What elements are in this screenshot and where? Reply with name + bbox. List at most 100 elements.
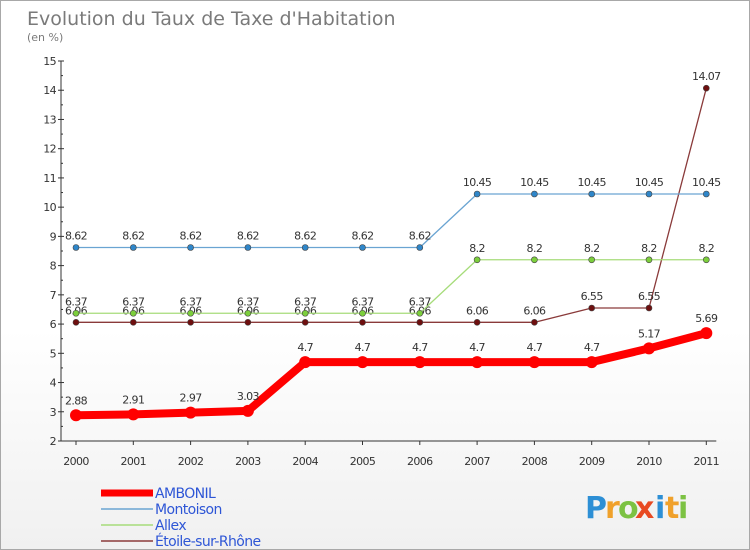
data-point [531, 256, 538, 264]
data-label: 6.37 [180, 295, 203, 308]
series-2: 6.37 6.37 6.37 6.37 6.37 6.37 6.37 8.2 8.2 8.2 8.2… [65, 242, 715, 317]
y-tick-label: 15 [43, 55, 56, 68]
data-point [528, 356, 541, 369]
x-tick-label: 2007 [464, 455, 490, 468]
data-point [356, 356, 369, 369]
data-point [72, 309, 80, 317]
y-tick-label: 10 [43, 201, 56, 214]
data-label: 8.2 [641, 242, 657, 255]
data-label: 8.62 [122, 229, 144, 242]
data-point [473, 256, 481, 264]
logo-letter: i [655, 491, 665, 526]
x-tick-label: 2005 [350, 455, 376, 468]
data-point [130, 319, 137, 326]
data-label: 6.37 [122, 295, 145, 308]
data-label: 4.7 [469, 341, 485, 354]
legend-label: Étoile-sur-Rhône [155, 533, 260, 549]
data-label: 6.37 [351, 295, 374, 308]
logo-letter: P [585, 491, 607, 526]
data-point [301, 309, 309, 317]
series-1: 8.62 8.62 8.62 8.62 8.62 8.62 8.62 10.45 10.45 10… [65, 176, 722, 251]
data-point [301, 319, 309, 326]
x-tick-label: 2011 [693, 455, 719, 468]
data-point [244, 319, 252, 326]
y-tick-label: 13 [43, 113, 56, 126]
data-point [416, 309, 424, 317]
y-tick-label: 11 [43, 172, 56, 185]
data-label: 8.62 [237, 229, 259, 242]
data-point [473, 190, 481, 198]
data-label: 8.2 [584, 242, 600, 255]
chart-title: Evolution du Taux de Taxe d'Habitation [27, 8, 396, 30]
axes: 2 3 4 5 6 7 8 9 10 11 12 13 14 15 2000 2001 2002 2003 2004… [43, 55, 720, 468]
legend-label: Allex [155, 518, 186, 534]
data-point [702, 84, 710, 92]
data-point [244, 244, 252, 251]
data-label: 2.97 [180, 392, 203, 405]
plot-area: 6.066.066.066.066.066.066.066.066.066.55… [65, 70, 722, 422]
x-tick-label: 2006 [407, 455, 433, 468]
data-point [413, 356, 426, 369]
x-tick-label: 2004 [292, 455, 318, 468]
y-tick-label: 12 [43, 143, 56, 156]
x-tick-label: 2003 [235, 455, 261, 468]
data-label: 8.2 [698, 242, 714, 255]
data-point [473, 319, 481, 326]
data-label: 10.45 [635, 176, 664, 189]
data-point [127, 408, 140, 421]
logo-letter: x [635, 491, 654, 526]
data-label: 4.7 [527, 341, 543, 354]
data-label: 4.7 [584, 341, 600, 354]
series-line [75, 193, 707, 249]
y-tick-label: 7 [50, 289, 57, 302]
y-tick-label: 6 [50, 318, 57, 331]
data-point [531, 190, 538, 198]
y-tick-label: 9 [50, 230, 57, 243]
data-label: 10.45 [577, 176, 606, 189]
data-point [130, 244, 137, 251]
data-point [702, 256, 710, 264]
data-label: 10.45 [520, 176, 549, 189]
data-point [359, 319, 366, 326]
chart-subtitle: (en %) [27, 31, 63, 44]
data-label: 4.7 [297, 341, 313, 354]
data-label: 10.45 [692, 176, 721, 189]
data-point [416, 319, 424, 326]
logo-letter: i [678, 491, 688, 526]
data-point [700, 327, 713, 340]
data-label: 5.69 [695, 312, 718, 325]
data-point [585, 356, 598, 369]
data-point [187, 319, 194, 326]
data-label: 6.37 [409, 295, 432, 308]
data-point [301, 244, 309, 251]
data-label: 6.55 [581, 290, 604, 303]
logo-letter: r [605, 491, 620, 526]
data-point [187, 309, 194, 317]
data-point [531, 319, 538, 326]
x-tick-label: 2002 [178, 455, 204, 468]
data-point [130, 309, 137, 317]
y-tick-label: 4 [50, 377, 57, 390]
data-point [359, 244, 366, 251]
data-point [588, 190, 596, 198]
y-tick-label: 2 [50, 435, 56, 448]
data-point [416, 244, 424, 251]
legend-label: Montoison [155, 502, 222, 518]
x-tick-label: 2000 [63, 455, 89, 468]
data-label: 10.45 [463, 176, 492, 189]
data-label: 6.37 [65, 295, 88, 308]
data-point [359, 309, 366, 317]
data-label: 6.37 [294, 295, 317, 308]
data-label: 5.17 [638, 327, 661, 340]
data-label: 6.37 [237, 295, 260, 308]
data-point [244, 309, 252, 317]
data-label: 8.2 [469, 242, 485, 255]
y-tick-label: 5 [50, 347, 57, 360]
data-point [72, 244, 80, 251]
data-point [643, 342, 655, 355]
data-label: 3.03 [237, 390, 260, 403]
